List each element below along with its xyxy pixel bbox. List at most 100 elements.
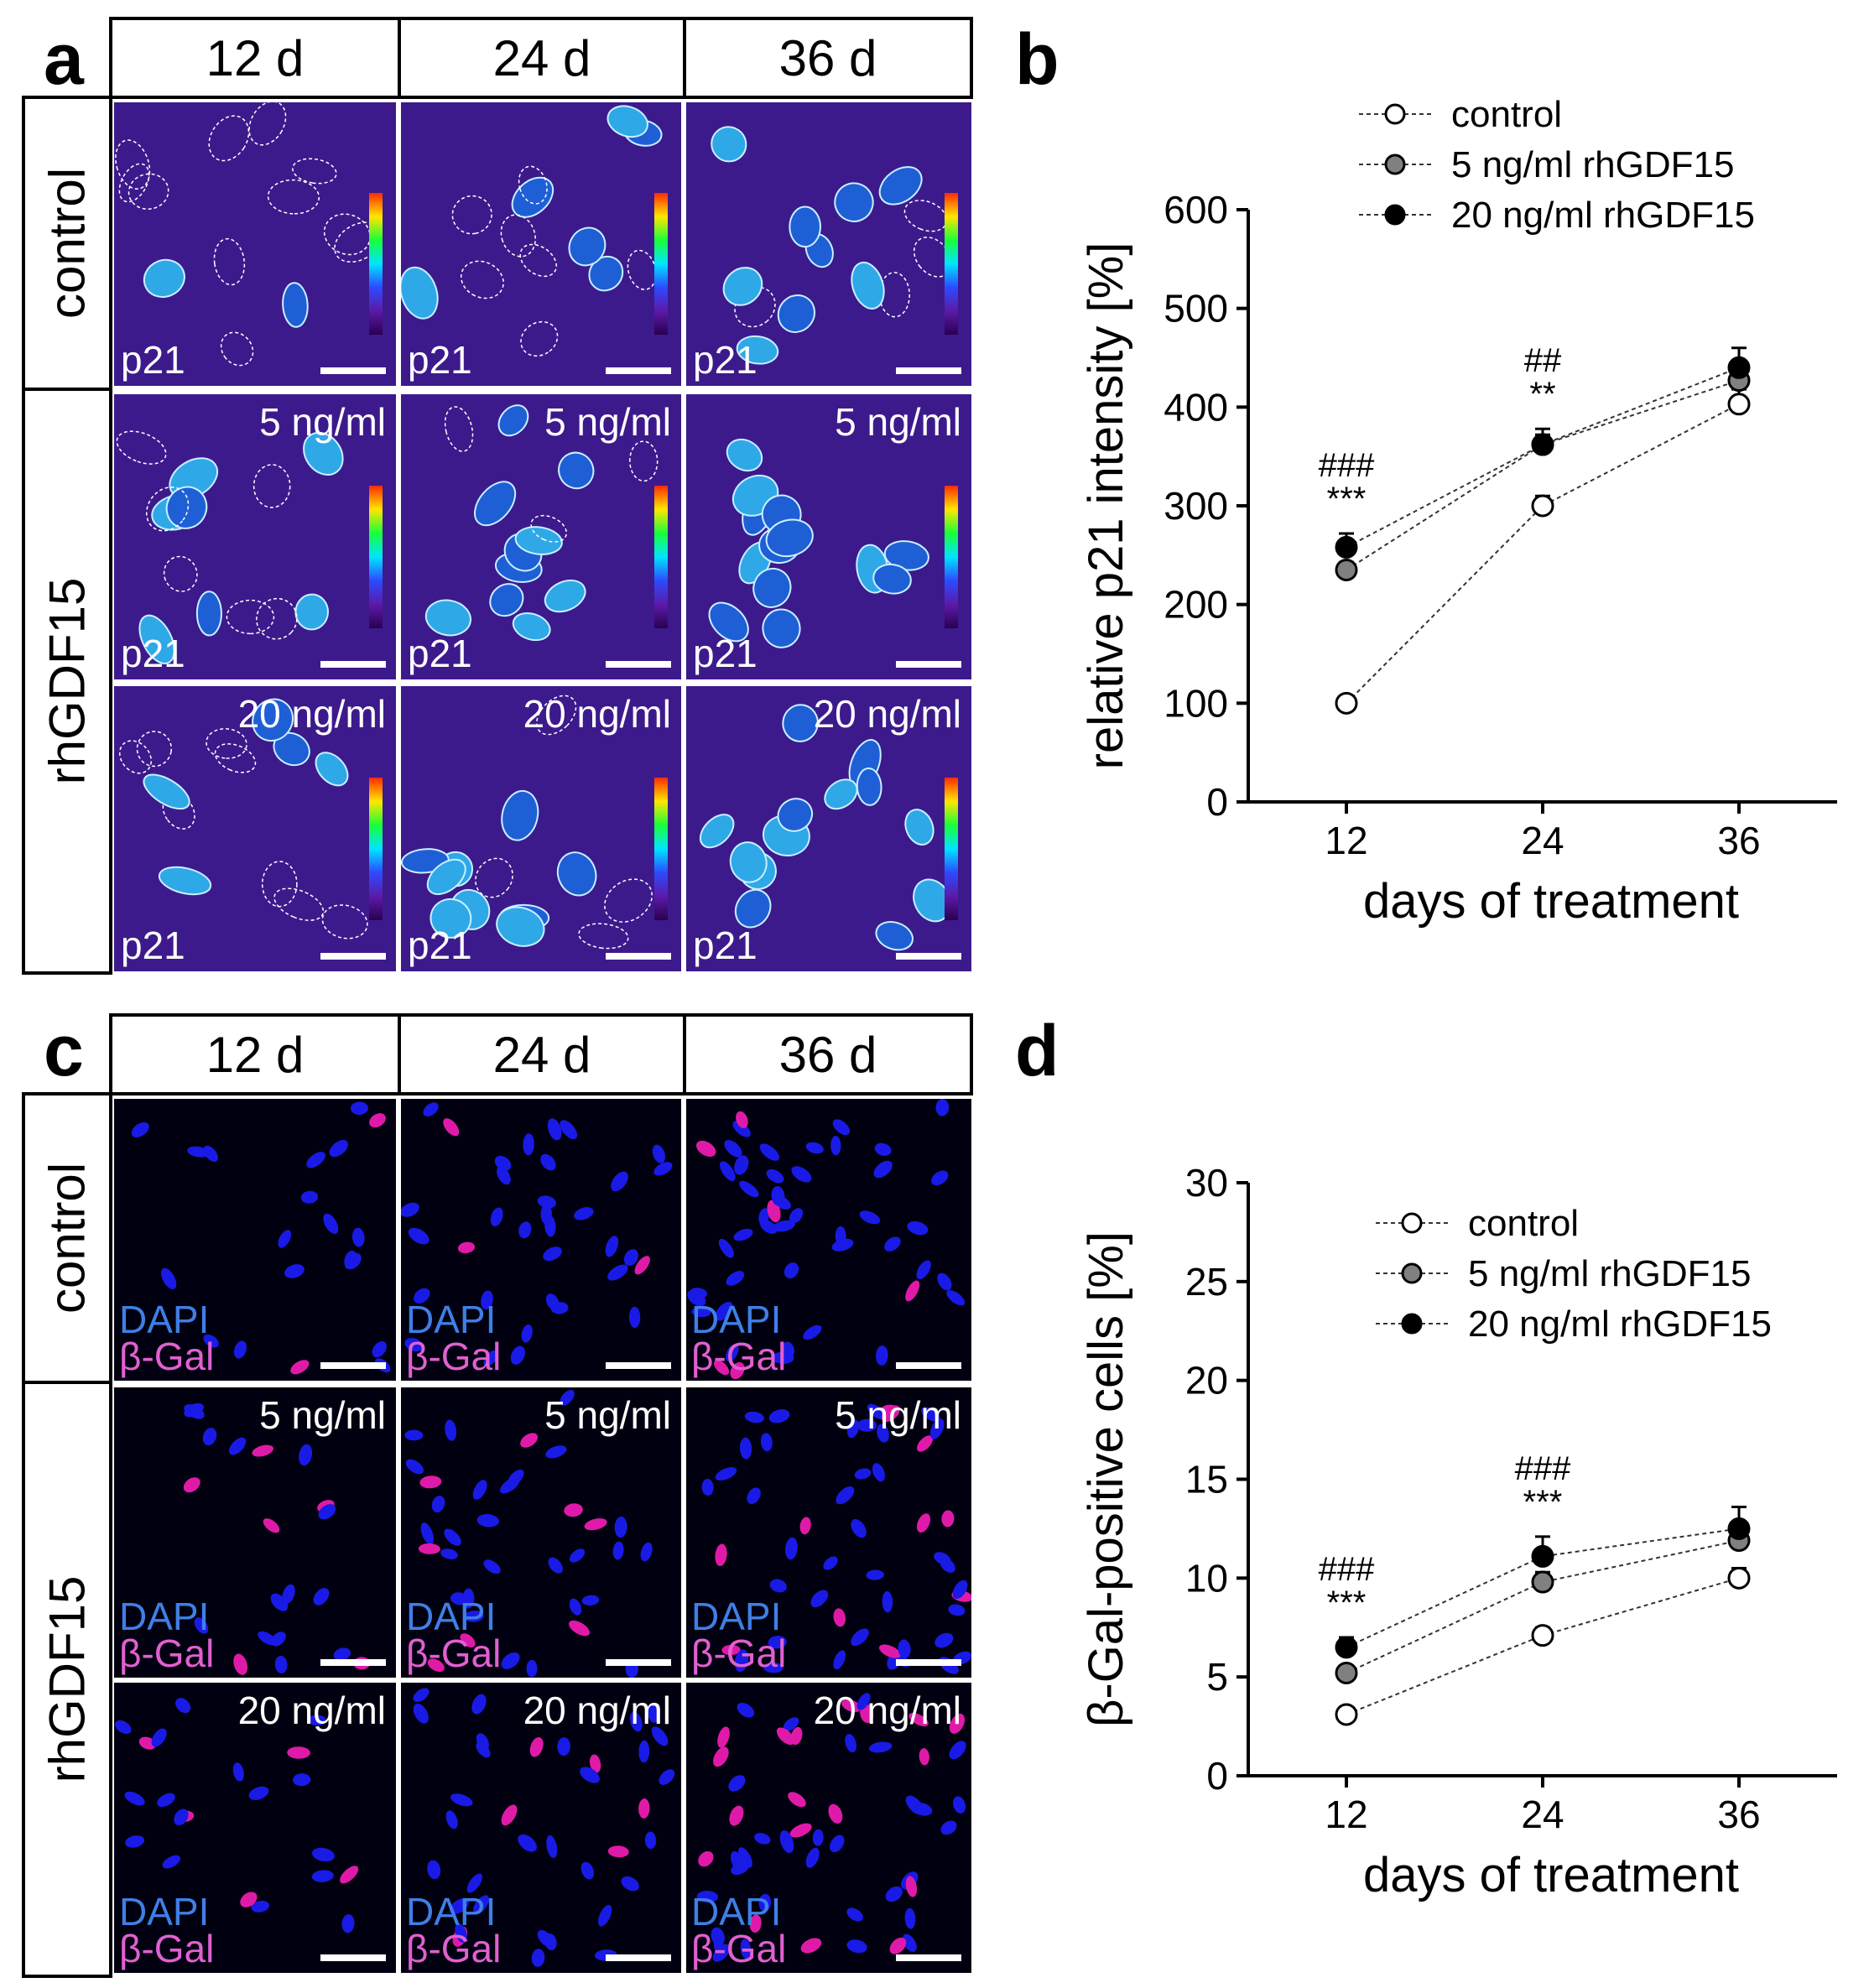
dapi-nucleus — [612, 1541, 624, 1560]
concentration-label: 5 ng/ml — [544, 400, 671, 444]
dapi-nucleus — [450, 1793, 473, 1807]
bgal-positive-nucleus — [529, 1736, 544, 1757]
bgal-positive-nucleus — [713, 1360, 730, 1376]
intensity-colorbar — [654, 193, 668, 335]
bgal-positive-nucleus — [638, 1798, 650, 1819]
concentration-label: 5 ng/ml — [544, 1393, 671, 1437]
dapi-nucleus — [497, 1166, 511, 1185]
dapi-nucleus — [953, 1796, 966, 1814]
legend-marker — [1401, 1262, 1423, 1284]
dapi-nucleus — [414, 1288, 430, 1304]
dapi-nucleus — [184, 1403, 204, 1418]
series-line-1 — [1346, 1539, 1740, 1674]
dapi-nucleus — [845, 1734, 857, 1753]
stained-nucleus — [699, 814, 735, 849]
bgal-positive-nucleus — [715, 1543, 727, 1567]
dapi-nucleus — [916, 1260, 931, 1280]
dapi-nucleus — [444, 1528, 461, 1546]
nucleus-outline — [214, 743, 257, 773]
panel-letter-c: c — [44, 1011, 84, 1091]
dapi-nucleus — [569, 1548, 586, 1563]
stained-nucleus — [708, 601, 749, 643]
scale-bar — [606, 661, 671, 668]
dapi-nucleus — [713, 1939, 726, 1957]
dapi-nucleus — [873, 1160, 893, 1179]
row-control-a: control — [22, 96, 112, 391]
bgal-positive-nucleus — [916, 1513, 930, 1533]
dapi-nucleus — [768, 1636, 787, 1649]
intensity-colorbar — [945, 193, 958, 335]
nucleus-outline — [261, 861, 298, 908]
dapi-nucleus — [952, 1579, 968, 1600]
x-tick-label: 12 — [1325, 819, 1367, 862]
significance-annotation: ## — [1524, 342, 1562, 379]
nucleus-outline — [136, 731, 173, 768]
dapi-nucleus — [531, 1949, 545, 1967]
scale-bar — [606, 1362, 671, 1369]
micrograph-a-r2-c0: 20 ng/ml p21 — [114, 686, 396, 971]
dapi-nucleus — [548, 1557, 563, 1574]
nucleus-outline — [451, 195, 492, 235]
dapi-nucleus — [466, 1873, 482, 1893]
stained-nucleus — [512, 611, 551, 642]
stain-label-bgal: β-Gal — [406, 1927, 502, 1970]
stained-nucleus — [856, 767, 882, 806]
concentration-label: 20 ng/ml — [237, 1689, 386, 1732]
concentration-label: 20 ng/ml — [813, 1689, 961, 1732]
dapi-nucleus — [569, 1598, 582, 1616]
dapi-nucleus — [791, 1166, 812, 1183]
micrograph-a-r0-c2: p21 — [686, 102, 971, 386]
chart-panel-b: 0 100 200 300 400 500 600 12 24 36 days of treatme… — [1079, 94, 1837, 929]
dapi-nucleus — [228, 1437, 247, 1455]
dapi-nucleus — [885, 1886, 903, 1902]
bgal-positive-nucleus — [419, 1475, 442, 1489]
scale-bar — [606, 1659, 671, 1666]
marker-label-p21: p21 — [121, 632, 185, 675]
dapi-nucleus — [401, 1202, 419, 1217]
x-tick-label: 24 — [1521, 819, 1564, 862]
column-header-24d-a: 24 d — [398, 17, 686, 99]
stained-nucleus — [474, 481, 517, 527]
dapi-nucleus — [306, 1152, 325, 1168]
dapi-nucleus — [726, 1271, 745, 1286]
dapi-nucleus — [651, 1726, 669, 1746]
dapi-nucleus — [659, 1769, 675, 1785]
scale-bar — [896, 1659, 961, 1666]
stained-nucleus — [851, 261, 885, 310]
bgal-positive-nucleus — [789, 1823, 812, 1838]
dapi-nucleus — [874, 1142, 892, 1157]
dapi-nucleus — [518, 1834, 537, 1852]
dapi-nucleus — [544, 1215, 556, 1237]
stained-nucleus — [424, 599, 471, 637]
concentration-label: 5 ng/ml — [835, 400, 961, 444]
dapi-nucleus — [830, 1834, 845, 1853]
concentration-label: 5 ng/ml — [835, 1393, 961, 1437]
dapi-nucleus — [318, 1504, 336, 1520]
micrograph-c-r1-c2: 5 ng/ml DAPI β-Gal — [686, 1387, 971, 1678]
y-tick-label: 0 — [1206, 780, 1228, 824]
legend-label: control — [1451, 94, 1562, 135]
bgal-positive-nucleus — [917, 1435, 933, 1452]
nucleus-outline — [520, 320, 559, 357]
dapi-nucleus — [740, 1939, 752, 1959]
dapi-nucleus — [162, 1855, 181, 1869]
micrograph-cells — [401, 1102, 673, 1366]
nucleus-outline — [518, 165, 548, 205]
dapi-nucleus — [805, 1847, 820, 1868]
dapi-nucleus — [868, 1741, 893, 1753]
dapi-nucleus — [902, 1933, 917, 1953]
dapi-nucleus — [766, 1168, 784, 1184]
dapi-nucleus — [270, 1593, 289, 1611]
bgal-positive-nucleus — [833, 1608, 846, 1627]
legend-label: 20 ng/ml rhGDF15 — [1451, 195, 1755, 236]
bgal-positive-nucleus — [340, 1866, 359, 1884]
dapi-nucleus — [605, 1236, 619, 1257]
scale-bar — [896, 1954, 961, 1961]
column-header-36d-a: 36 d — [683, 17, 973, 99]
bgal-positive-nucleus — [460, 1633, 476, 1647]
stain-label-bgal: β-Gal — [406, 1335, 502, 1378]
panel-letter-b: b — [1015, 19, 1059, 100]
scale-bar — [606, 953, 671, 960]
bgal-positive-nucleus — [240, 1892, 258, 1907]
legend-label: 20 ng/ml rhGDF15 — [1468, 1304, 1772, 1345]
